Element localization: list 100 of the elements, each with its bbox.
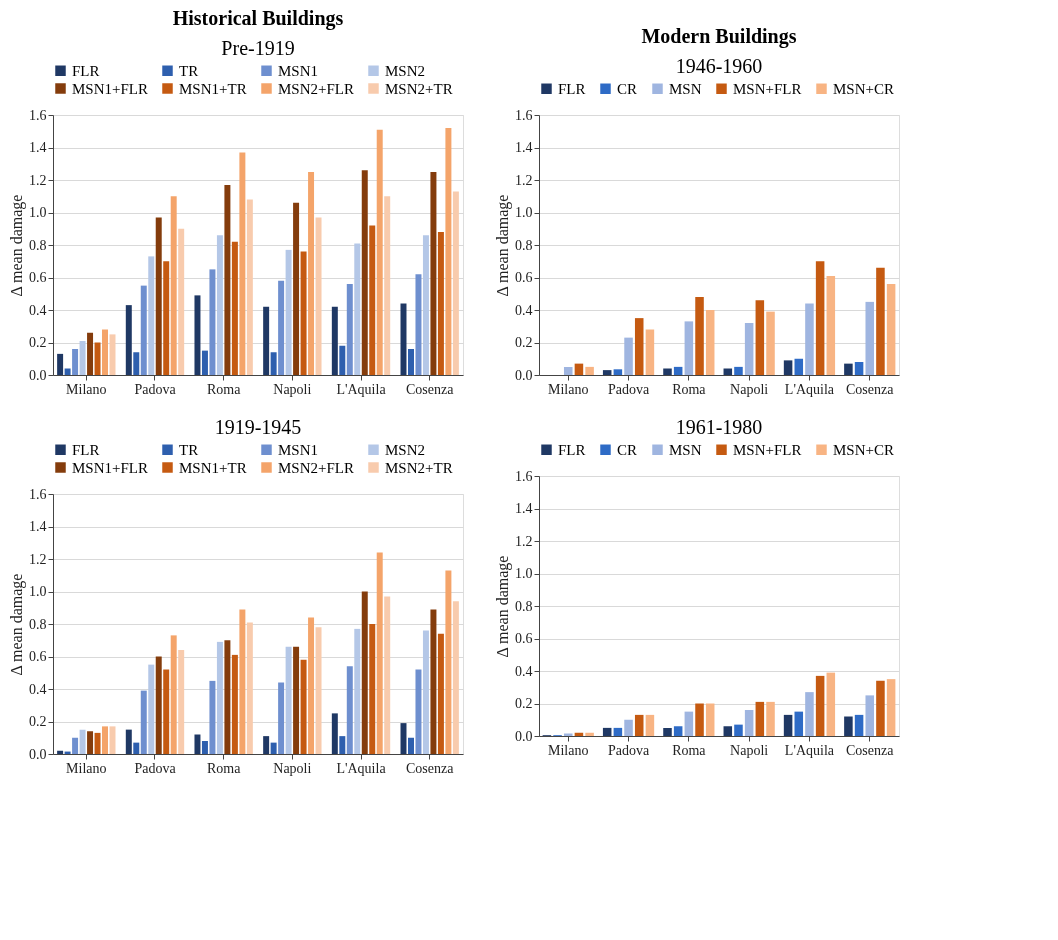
y-tick-label: 0.0 (515, 728, 533, 744)
bar (354, 243, 361, 375)
bar (755, 701, 765, 736)
bar (361, 170, 368, 375)
bar (805, 303, 814, 375)
y-axis-title: Δ mean damage (8, 573, 26, 676)
bar (673, 726, 683, 736)
bar (133, 742, 140, 754)
bar (384, 596, 391, 754)
bar (246, 199, 253, 375)
bar (663, 368, 672, 375)
bar (72, 349, 79, 375)
bar (354, 628, 361, 754)
bar (624, 337, 633, 375)
bar (815, 261, 825, 375)
legend-label: MSN2+FLR (278, 80, 354, 97)
x-tick-label: Padova (607, 742, 650, 758)
bar (574, 363, 584, 375)
legend-label: MSN1+TR (179, 459, 247, 476)
legend-label: MSN2+FLR (278, 459, 354, 476)
bar (246, 622, 253, 754)
y-tick-label: 1.6 (29, 486, 47, 502)
bar (331, 306, 338, 375)
bar (125, 729, 132, 754)
bar (270, 742, 277, 754)
x-tick-label: Milano (66, 760, 107, 776)
legend-label: CR (617, 80, 638, 97)
bar (315, 217, 322, 375)
bar (705, 310, 715, 375)
bar (148, 256, 155, 375)
y-axis-title: Δ mean damage (494, 194, 512, 297)
bar (865, 695, 875, 736)
bar (437, 633, 444, 754)
bar (886, 679, 896, 736)
bar (437, 232, 444, 375)
y-tick-label: 0.2 (29, 714, 47, 729)
x-tick-label: Padova (607, 381, 650, 397)
bar (308, 617, 315, 754)
bar (826, 275, 836, 375)
bar (734, 724, 743, 736)
x-tick-label: Napoli (273, 760, 312, 776)
bar (170, 635, 177, 754)
bar (231, 654, 238, 754)
bar (865, 301, 875, 375)
bar (178, 650, 185, 754)
bar (57, 353, 64, 375)
bar (645, 329, 655, 375)
y-axis-title: Δ mean damage (8, 194, 26, 297)
bar (794, 358, 804, 375)
legend-label: FLR (558, 80, 586, 97)
bar (148, 664, 155, 754)
bar (72, 737, 79, 754)
bar (369, 225, 376, 375)
x-tick-label: Roma (206, 760, 242, 776)
bar (231, 241, 238, 375)
bar (201, 741, 208, 754)
bar (209, 269, 216, 375)
chart-title: Historical Buildings (172, 7, 344, 30)
bar (415, 274, 422, 375)
bar (239, 152, 246, 375)
chart-subtitle: Pre-1919 (221, 37, 295, 59)
legend-label: MSN+FLR (733, 80, 802, 97)
bar (361, 591, 368, 754)
bar (263, 306, 270, 375)
y-tick-label: 0.8 (29, 616, 47, 632)
y-tick-label: 0.0 (29, 746, 47, 762)
bar (163, 669, 170, 754)
x-tick-label: Napoli (273, 381, 312, 397)
x-tick-label: Roma (206, 381, 242, 397)
bar (155, 656, 162, 754)
bar (734, 366, 743, 375)
bar (452, 601, 459, 754)
legend-label: MSN+FLR (733, 441, 802, 458)
bar (216, 641, 223, 754)
y-tick-label: 1.2 (515, 533, 533, 549)
y-tick-label: 1.6 (515, 107, 533, 123)
bar (194, 734, 201, 754)
x-tick-label: Cosenza (846, 742, 895, 758)
bar (430, 171, 437, 375)
bar (346, 666, 353, 754)
bar (695, 297, 704, 375)
bar (369, 624, 376, 754)
bar (140, 285, 147, 375)
y-tick-label: 0.4 (515, 663, 533, 679)
bar (805, 692, 814, 736)
bar (94, 342, 101, 375)
y-tick-label: 0.4 (515, 302, 533, 318)
bar (452, 191, 459, 375)
y-tick-label: 1.4 (515, 140, 533, 155)
y-tick-label: 0.6 (515, 631, 533, 646)
x-tick-label: Cosenza (846, 381, 895, 397)
bar (673, 366, 683, 375)
bar (684, 321, 694, 375)
y-tick-label: 0.8 (29, 237, 47, 253)
bar (376, 129, 383, 375)
bar (278, 682, 285, 754)
bar (57, 750, 64, 754)
x-tick-label: Cosenza (405, 381, 455, 397)
bar (384, 196, 391, 375)
bar (102, 329, 109, 375)
